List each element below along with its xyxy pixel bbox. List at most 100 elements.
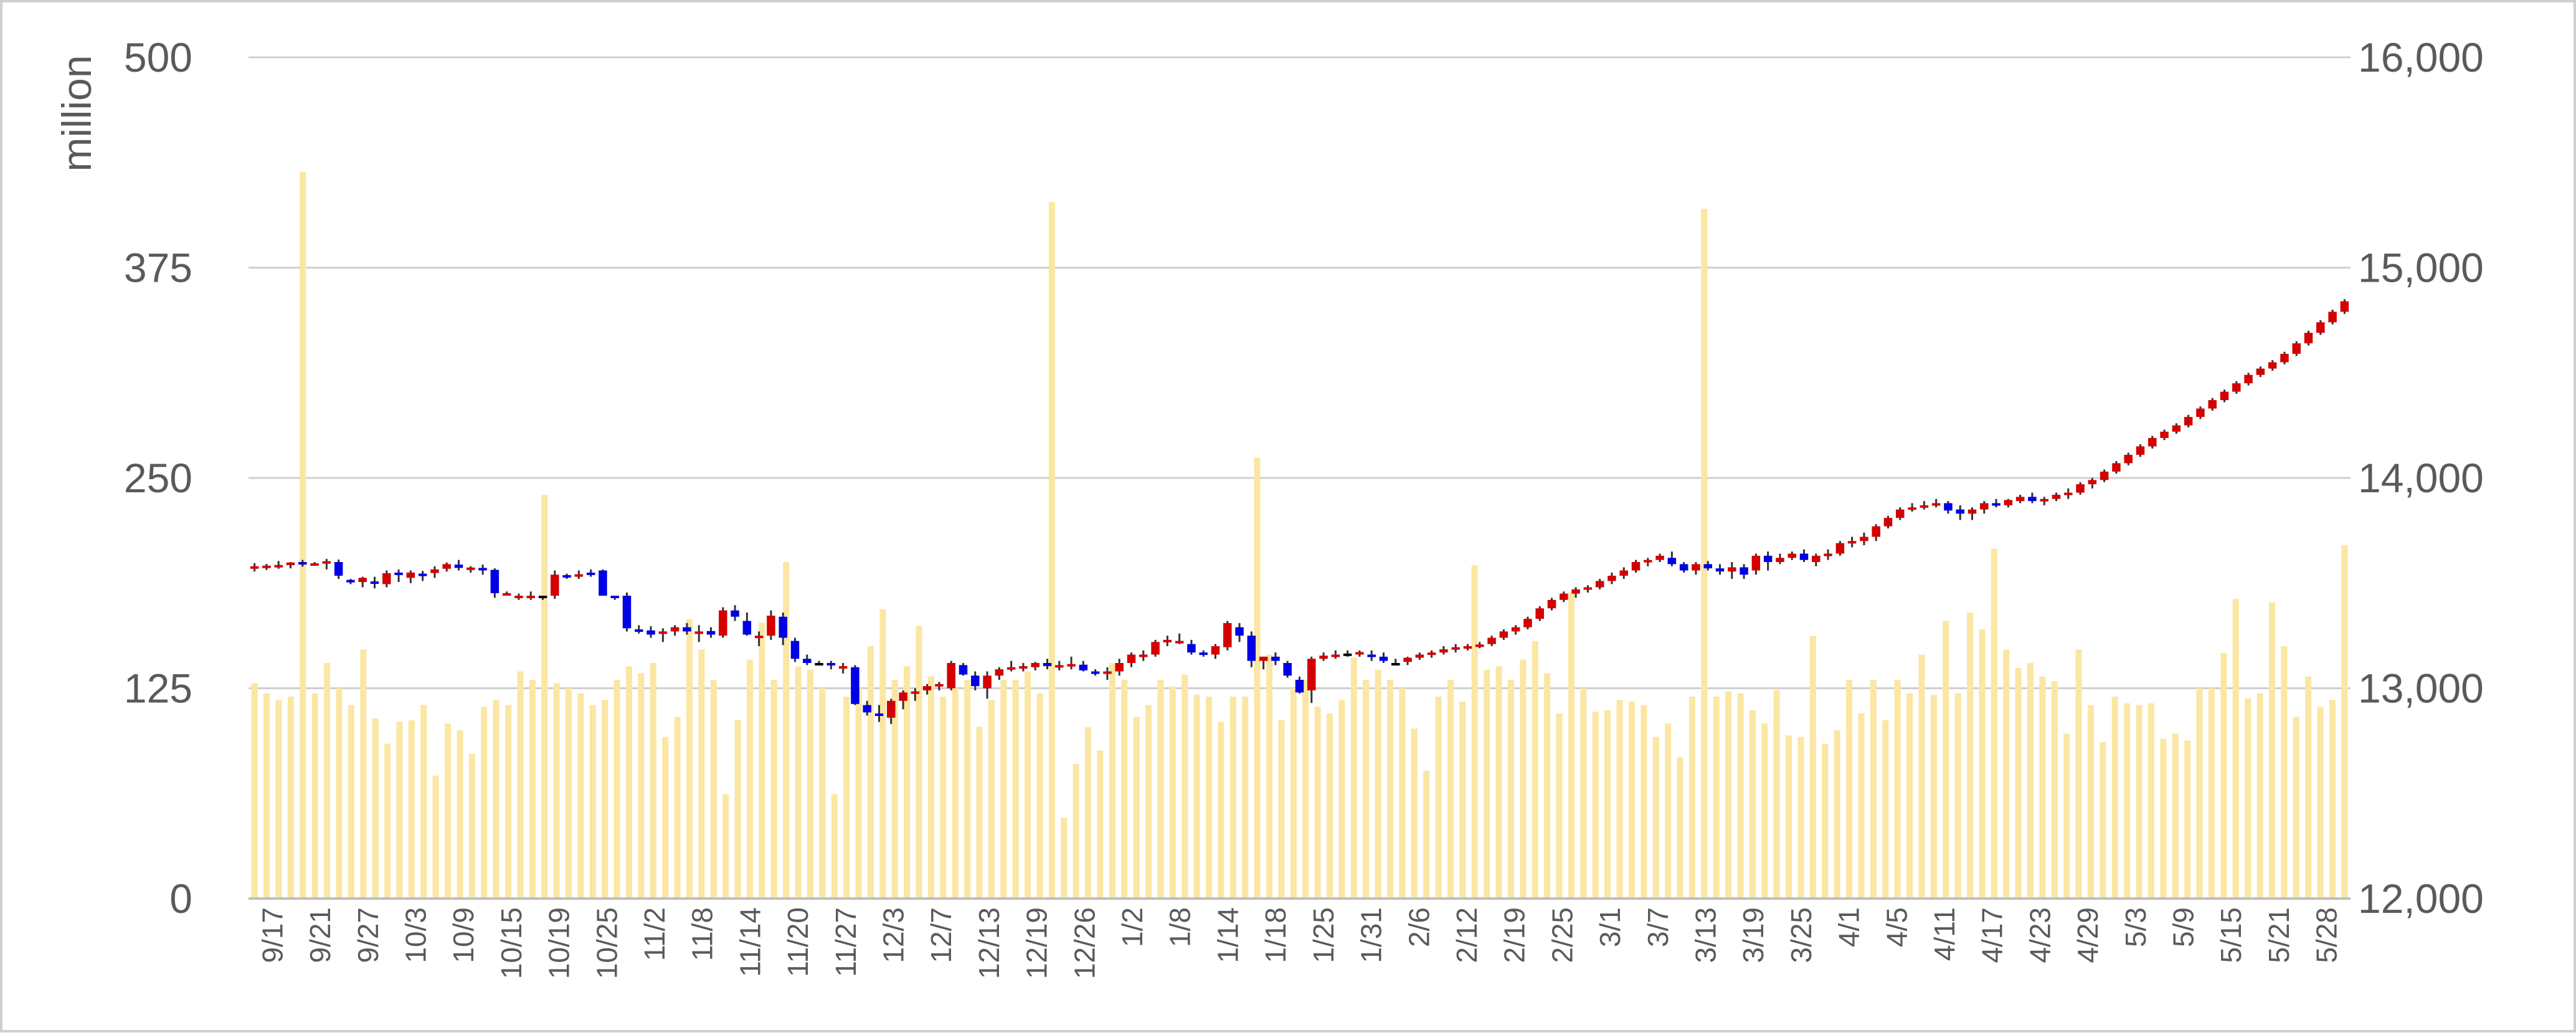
volume-bar xyxy=(1278,720,1285,899)
x-tick-label: 5/21 xyxy=(2263,907,2295,963)
candle-body xyxy=(334,562,343,576)
candle-body xyxy=(1980,503,1989,510)
volume-bar xyxy=(2124,703,2131,899)
candle-body xyxy=(1511,627,1520,632)
volume-bar xyxy=(2329,700,2336,899)
y2-tick-label: 12,000 xyxy=(2358,875,2484,922)
y2-tick-label: 16,000 xyxy=(2358,34,2484,80)
volume-bar xyxy=(734,720,741,899)
candle-body xyxy=(1896,509,1905,518)
volume-bar xyxy=(1773,690,1780,899)
x-tick-label: 11/14 xyxy=(734,907,766,977)
x-tick-label: 3/19 xyxy=(1737,907,1769,963)
candle-body xyxy=(874,713,884,716)
volume-bar xyxy=(2245,698,2252,899)
volume-bar xyxy=(783,562,790,899)
volume-bar xyxy=(1121,680,1128,899)
y-axis-label: million xyxy=(54,55,100,171)
candle-body xyxy=(2004,500,2013,505)
candle-body xyxy=(526,596,535,598)
volume-bar xyxy=(287,697,294,899)
volume-bar xyxy=(855,688,862,899)
volume-bar xyxy=(1918,654,1925,899)
candle-body xyxy=(1644,560,1652,563)
x-tick-label: 5/15 xyxy=(2215,907,2247,963)
volume-bar xyxy=(904,666,911,899)
candle-body xyxy=(1451,647,1460,650)
x-tick-label: 1/31 xyxy=(1355,907,1388,963)
candle-body xyxy=(358,578,367,583)
volume-bar xyxy=(1688,697,1695,899)
volume-bar xyxy=(1012,680,1019,899)
candle-body xyxy=(586,572,595,575)
candle-body xyxy=(1883,518,1893,527)
candle-body xyxy=(1824,553,1832,556)
volume-bar xyxy=(517,671,524,899)
volume-bar xyxy=(1786,735,1792,899)
volume-bar xyxy=(1314,707,1321,899)
volume-bar xyxy=(940,697,947,899)
volume-bar xyxy=(746,659,753,899)
candle-body xyxy=(262,565,271,568)
candle-body xyxy=(1103,671,1112,674)
candle-body xyxy=(574,574,584,577)
volume-bar xyxy=(698,649,705,899)
candle-body xyxy=(454,565,463,568)
volume-bar xyxy=(964,680,971,899)
volume-bar xyxy=(2196,688,2203,899)
x-tick-label: 1/2 xyxy=(1116,907,1148,947)
candle-body xyxy=(1931,503,1941,506)
x-tick-label: 3/1 xyxy=(1594,907,1626,947)
candle-body xyxy=(1403,657,1412,662)
volume-bar xyxy=(795,666,802,899)
candle-body xyxy=(1619,570,1628,576)
candle-body xyxy=(1187,644,1196,653)
candle-body xyxy=(538,596,547,598)
candle-body xyxy=(1139,654,1148,657)
candle-body xyxy=(1331,654,1340,657)
candle-body xyxy=(922,686,932,690)
x-tick-label: 2/6 xyxy=(1403,907,1435,947)
volume-bar xyxy=(1350,657,1357,899)
candle-body xyxy=(2268,362,2277,369)
candle-body xyxy=(1992,503,2001,506)
candle-body xyxy=(2280,353,2289,363)
candle-body xyxy=(1679,564,1688,571)
gridlines xyxy=(249,56,2351,689)
candle-body xyxy=(983,675,992,689)
candle-body xyxy=(1295,680,1304,693)
volume-bar xyxy=(468,753,475,899)
candle-body xyxy=(2220,391,2229,401)
x-tick-label: 12/7 xyxy=(925,907,957,963)
candle-body xyxy=(1631,562,1641,571)
candle-body xyxy=(599,570,607,596)
candle-body xyxy=(1956,509,1964,514)
candle-body xyxy=(911,691,920,694)
x-tick-label: 3/7 xyxy=(1642,907,1674,947)
candle-body xyxy=(514,596,523,598)
x-tick-label: 4/11 xyxy=(1928,907,1961,961)
volume-bar xyxy=(1641,705,1647,899)
volume-bar xyxy=(1544,673,1551,899)
volume-bar xyxy=(2087,705,2095,899)
volume-bar xyxy=(1930,695,1937,899)
y-tick-label: 0 xyxy=(169,875,192,922)
volume-bar xyxy=(1725,691,1732,899)
volume-bar xyxy=(613,680,620,899)
volume-bar xyxy=(1507,680,1514,899)
candle-body xyxy=(2160,431,2169,438)
volume-bar xyxy=(1979,629,1986,899)
volume-bar xyxy=(348,705,354,899)
candle-body xyxy=(1944,503,1953,511)
candle-body xyxy=(838,666,848,669)
volume-bar xyxy=(1616,700,1623,899)
candle-body xyxy=(1560,593,1568,600)
volume-bar xyxy=(770,680,777,899)
volume-bar xyxy=(1459,702,1466,899)
volume-bar xyxy=(1326,713,1333,899)
x-tick-label: 3/13 xyxy=(1689,907,1721,963)
volume-bar xyxy=(408,720,415,899)
candle-body xyxy=(2136,446,2145,455)
candle-body xyxy=(1151,642,1160,655)
